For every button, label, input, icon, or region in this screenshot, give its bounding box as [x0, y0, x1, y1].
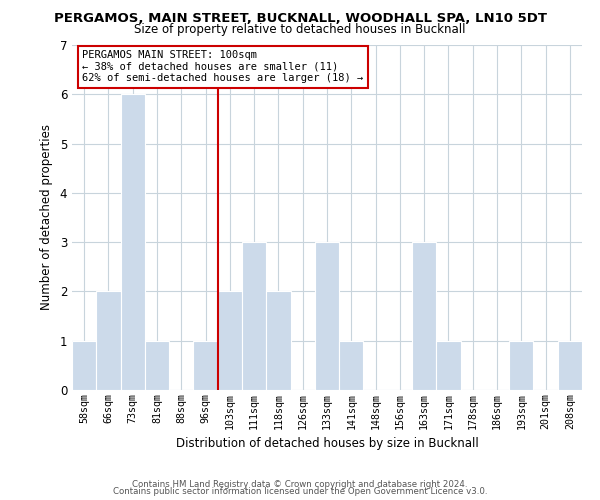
Bar [436, 340, 461, 390]
Bar [121, 94, 145, 390]
Bar [509, 340, 533, 390]
Bar [242, 242, 266, 390]
Y-axis label: Number of detached properties: Number of detached properties [40, 124, 53, 310]
Bar [339, 340, 364, 390]
Bar [315, 242, 339, 390]
Bar [145, 340, 169, 390]
Bar [558, 340, 582, 390]
Text: PERGAMOS MAIN STREET: 100sqm
← 38% of detached houses are smaller (11)
62% of se: PERGAMOS MAIN STREET: 100sqm ← 38% of de… [82, 50, 364, 84]
Bar [412, 242, 436, 390]
Text: Contains public sector information licensed under the Open Government Licence v3: Contains public sector information licen… [113, 488, 487, 496]
Bar [218, 292, 242, 390]
Bar [266, 292, 290, 390]
Text: Size of property relative to detached houses in Bucknall: Size of property relative to detached ho… [134, 22, 466, 36]
Text: Contains HM Land Registry data © Crown copyright and database right 2024.: Contains HM Land Registry data © Crown c… [132, 480, 468, 489]
Bar [72, 340, 96, 390]
Bar [193, 340, 218, 390]
X-axis label: Distribution of detached houses by size in Bucknall: Distribution of detached houses by size … [176, 437, 478, 450]
Bar [96, 292, 121, 390]
Text: PERGAMOS, MAIN STREET, BUCKNALL, WOODHALL SPA, LN10 5DT: PERGAMOS, MAIN STREET, BUCKNALL, WOODHAL… [53, 12, 547, 26]
